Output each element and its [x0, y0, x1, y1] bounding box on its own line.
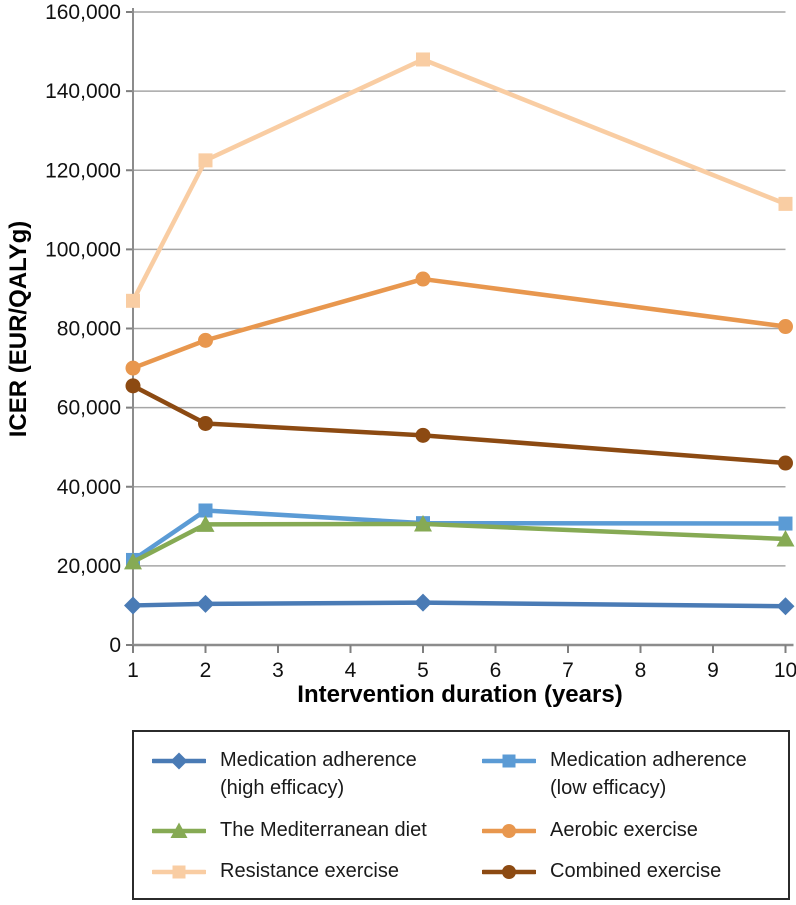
series-resistance-exercise — [126, 52, 793, 308]
legend-marker — [502, 754, 516, 768]
data-point-the-mediterranean-diet — [196, 515, 215, 532]
series-line-medication-adherence-low-efficacy — [130, 508, 788, 563]
series-line-medication-adherence-high-efficacy — [130, 600, 788, 609]
legend-item-aerobic-exercise: Aerobic exercise — [482, 816, 784, 844]
data-point-combined-exercise — [778, 455, 793, 471]
diamond-marker-icon — [152, 752, 206, 770]
axes — [126, 8, 794, 653]
legend-marker — [172, 865, 186, 879]
y-tick-label: 0 — [109, 634, 121, 657]
legend-label: Medication adherence (low efficacy) — [550, 749, 747, 800]
y-tick-label: 20,000 — [57, 555, 121, 578]
data-point-resistance-exercise — [416, 52, 430, 67]
data-point-resistance-exercise — [198, 153, 213, 168]
series-aerobic-exercise — [125, 271, 793, 376]
legend-item-the-mediterranean-diet: The Mediterranean diet — [152, 816, 482, 844]
x-tick-label: 8 — [635, 659, 647, 682]
data-point-medication-adherence-high-efficacy — [124, 596, 142, 615]
line-chart: 0 20,000 40,000 60,000 80,000 100,000 120,000 1… — [5, 1, 796, 708]
data-point-aerobic-exercise — [125, 360, 141, 376]
data-point-combined-exercise — [198, 415, 213, 431]
x-tick-label: 3 — [272, 659, 284, 682]
data-point-medication-adherence-low-efficacy — [778, 516, 793, 531]
tick-labels: 0 20,000 40,000 60,000 80,000 100,000 120,000 1… — [45, 1, 796, 682]
circle-marker-icon — [482, 823, 536, 838]
series-line-aerobic-exercise — [130, 276, 788, 371]
series-line-resistance-exercise — [130, 57, 788, 304]
legend-item-medication-adherence-high-efficacy: Medication adherence (high efficacy) — [152, 746, 482, 803]
data-point-medication-adherence-high-efficacy — [196, 594, 215, 613]
series-medication-adherence-high-efficacy — [124, 593, 795, 616]
y-tick-label: 120,000 — [45, 159, 121, 182]
legend-item-combined-exercise: Combined exercise — [482, 857, 784, 885]
legend-marker — [170, 752, 188, 770]
square-marker-icon — [152, 865, 206, 879]
legend-label: Resistance exercise — [220, 860, 399, 883]
legend-marker — [502, 865, 516, 880]
x-tick-label: 9 — [707, 659, 719, 682]
x-tick-label: 10 — [774, 659, 796, 682]
data-point-the-mediterranean-diet — [414, 514, 432, 532]
x-tick-label: 6 — [490, 659, 502, 682]
legend-item-medication-adherence-low-efficacy: Medication adherence (low efficacy) — [482, 746, 784, 803]
legend-label: Medication adherence (high efficacy) — [220, 749, 417, 800]
y-tick-label: 100,000 — [45, 238, 121, 261]
gridlines — [133, 11, 786, 567]
y-tick-label: 140,000 — [45, 80, 121, 103]
series-line-the-mediterranean-diet — [130, 521, 788, 565]
data-point-the-mediterranean-diet — [124, 552, 142, 570]
x-axis-title: Intervention duration (years) — [297, 681, 622, 708]
x-tick-label: 5 — [417, 659, 429, 682]
y-tick-label: 40,000 — [57, 476, 121, 499]
data-point-aerobic-exercise — [198, 332, 213, 348]
data-point-aerobic-exercise — [778, 319, 793, 335]
chart-legend: Medication adherence (high efficacy) Medi… — [132, 730, 790, 900]
legend-marker — [502, 823, 516, 838]
y-tick-label: 60,000 — [57, 397, 121, 420]
data-point-resistance-exercise — [126, 293, 140, 308]
data-point-combined-exercise — [125, 378, 141, 394]
data-point-combined-exercise — [415, 427, 431, 443]
data-point-medication-adherence-high-efficacy — [776, 597, 795, 616]
y-axis-title: ICER (EUR/QALYg) — [5, 221, 32, 437]
x-tick-label: 2 — [200, 659, 212, 682]
data-point-aerobic-exercise — [415, 271, 431, 287]
series-the-mediterranean-diet — [124, 514, 795, 570]
data-point-resistance-exercise — [778, 196, 793, 211]
legend-label: Combined exercise — [550, 860, 722, 883]
series-combined-exercise — [125, 378, 793, 471]
y-tick-label: 160,000 — [45, 1, 121, 24]
legend-label: Aerobic exercise — [550, 818, 698, 841]
series-line-combined-exercise — [130, 383, 788, 466]
x-tick-label: 4 — [345, 659, 357, 682]
data-series-layer — [124, 52, 795, 616]
triangle-marker-icon — [152, 822, 206, 838]
circle-marker-icon — [482, 865, 536, 880]
x-tick-label: 7 — [562, 659, 574, 682]
data-point-medication-adherence-high-efficacy — [414, 593, 432, 612]
x-tick-label: 1 — [127, 659, 139, 682]
legend-label: The Mediterranean diet — [220, 818, 427, 841]
legend-marker — [170, 822, 188, 838]
legend-item-resistance-exercise: Resistance exercise — [152, 857, 482, 885]
square-marker-icon — [482, 754, 536, 768]
data-point-medication-adherence-low-efficacy — [198, 503, 213, 518]
data-point-the-mediterranean-diet — [776, 529, 795, 547]
y-tick-label: 80,000 — [57, 318, 121, 341]
